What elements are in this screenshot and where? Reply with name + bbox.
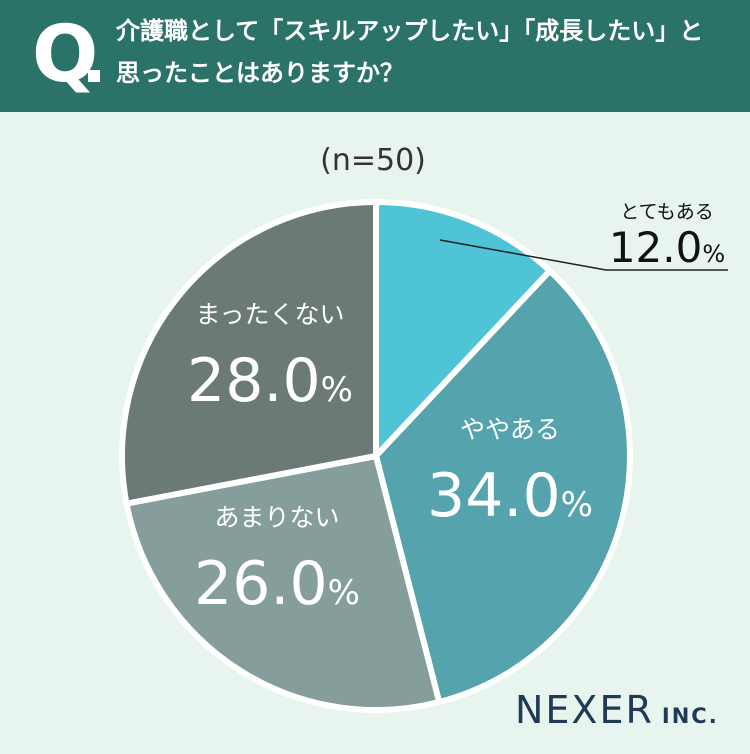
logo-main-text: NEXER: [515, 688, 654, 732]
logo-sub-text: INC.: [661, 704, 719, 728]
slice-value-4: 28.0%: [187, 346, 353, 416]
pie-slice-4: [119, 199, 379, 507]
question-text-line2: 思ったことはありますか？: [116, 59, 404, 87]
slice-label-2: ややある: [460, 415, 560, 444]
callout-leader-line: [439, 239, 728, 271]
question-header: Q 介護職として「スキルアップしたい」「成長したい」と 思ったことはありますか？: [0, 0, 750, 112]
pie-slice-1: [373, 199, 553, 459]
question-text-line1: 介護職として「スキルアップしたい」「成長したい」と: [116, 17, 704, 45]
slice-label-4: まったくない: [195, 300, 344, 329]
slice-label-1: とてもある: [620, 201, 713, 223]
pie-slice-3: [123, 453, 443, 713]
pie-slice-2: [373, 267, 633, 706]
slice-value-3: 26.0%: [194, 549, 360, 619]
q-mark: Q: [32, 10, 99, 100]
slice-value-1: 12.0%: [609, 223, 725, 272]
q-dot-icon: [88, 70, 100, 82]
slice-value-2: 34.0%: [427, 461, 593, 531]
company-logo: NEXER INC.: [515, 688, 719, 732]
slice-label-3: あまりない: [214, 503, 339, 532]
sample-size-label: (n=50): [320, 143, 426, 178]
